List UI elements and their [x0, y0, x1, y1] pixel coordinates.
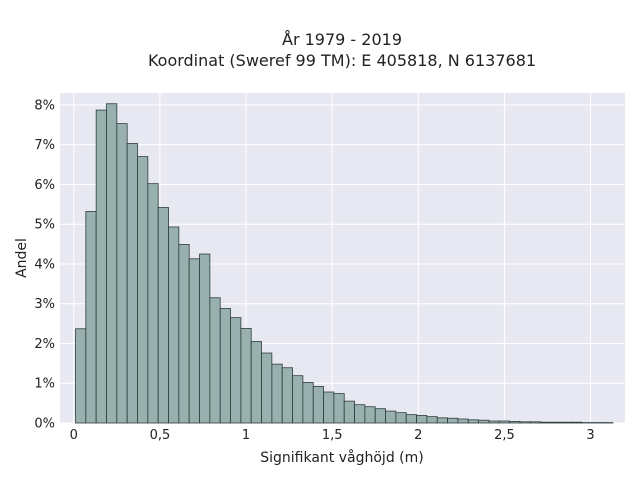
histogram-bar-11 [189, 259, 199, 423]
histogram-bar-25 [334, 394, 344, 423]
histogram-bar-31 [396, 413, 406, 423]
y-tick-label-6: 6% [34, 178, 55, 193]
x-tick-label-3: 1,5 [322, 428, 343, 443]
histogram-bar-14 [220, 308, 230, 423]
histogram-bar-0 [76, 329, 86, 423]
y-tick-label-3: 3% [34, 297, 55, 312]
x-tick-labels: 0 0,5 1 1,5 2 2,5 3 [70, 428, 595, 443]
x-tick-label-0: 0 [70, 428, 78, 443]
histogram-bar-23 [313, 386, 323, 423]
histogram-bar-9 [169, 227, 179, 423]
x-tick-label-1: 0,5 [150, 428, 171, 443]
y-tick-label-5: 5% [34, 218, 55, 233]
histogram-bar-42 [510, 421, 520, 423]
histogram-bar-22 [303, 382, 313, 423]
histogram-bar-34 [427, 417, 437, 423]
histogram-bar-12 [200, 254, 210, 423]
histogram-bar-45 [541, 422, 551, 423]
x-tick-label-6: 3 [586, 428, 594, 443]
histogram-bar-17 [251, 341, 261, 423]
histogram-bar-19 [272, 364, 282, 423]
histogram-bar-41 [499, 421, 509, 423]
y-tick-label-2: 2% [34, 337, 55, 352]
histogram-bar-43 [520, 422, 530, 423]
histogram-bar-21 [293, 376, 303, 423]
histogram-bar-36 [448, 418, 458, 423]
histogram-bar-35 [437, 418, 447, 423]
x-tick-label-4: 2 [414, 428, 422, 443]
histogram-bar-39 [479, 420, 489, 423]
histogram-bar-47 [561, 422, 571, 423]
y-tick-label-1: 1% [34, 377, 55, 392]
histogram-bar-7 [148, 184, 158, 423]
histogram-bar-4 [117, 124, 127, 423]
y-tick-label-4: 4% [34, 257, 55, 272]
histogram-bar-33 [417, 415, 427, 423]
y-tick-label-8: 8% [34, 98, 55, 113]
histogram-bar-27 [355, 405, 365, 423]
x-tick-label-2: 1 [242, 428, 250, 443]
histogram-bar-20 [282, 368, 292, 423]
x-axis-title: Signifikant våghöjd (m) [260, 449, 423, 466]
histogram-bar-44 [530, 422, 540, 423]
histogram-bar-37 [458, 419, 468, 423]
histogram-bar-18 [262, 353, 272, 423]
histogram-bar-13 [210, 298, 220, 423]
y-tick-label-0: 0% [34, 417, 55, 432]
histogram-bar-40 [489, 421, 499, 423]
histogram-bar-5 [127, 143, 137, 423]
x-tick-label-5: 2,5 [494, 428, 515, 443]
histogram-bar-38 [468, 420, 478, 423]
histogram-bar-8 [158, 208, 168, 423]
chart-title: År 1979 - 2019 [282, 30, 402, 49]
histogram-bar-16 [241, 328, 251, 423]
histogram-bar-15 [231, 318, 241, 423]
histogram-bar-28 [365, 407, 375, 423]
histogram-bar-3 [107, 104, 117, 423]
y-tick-label-7: 7% [34, 138, 55, 153]
histogram-bar-6 [138, 157, 148, 423]
histogram-bar-48 [572, 422, 582, 423]
histogram-bar-24 [324, 392, 334, 423]
histogram-bar-46 [551, 422, 561, 423]
histogram-bar-1 [86, 211, 96, 423]
y-axis-title: Andel [14, 238, 30, 278]
histogram-bar-2 [96, 110, 106, 423]
histogram-bar-10 [179, 244, 189, 423]
histogram-bar-26 [344, 401, 354, 423]
chart-subtitle: Koordinat (Sweref 99 TM): E 405818, N 61… [148, 51, 536, 70]
histogram-bar-32 [406, 415, 416, 423]
histogram-bar-30 [386, 411, 396, 423]
histogram-bar-29 [375, 409, 385, 423]
y-tick-labels: 0% 1% 2% 3% 4% 5% 6% 7% 8% [34, 98, 55, 431]
